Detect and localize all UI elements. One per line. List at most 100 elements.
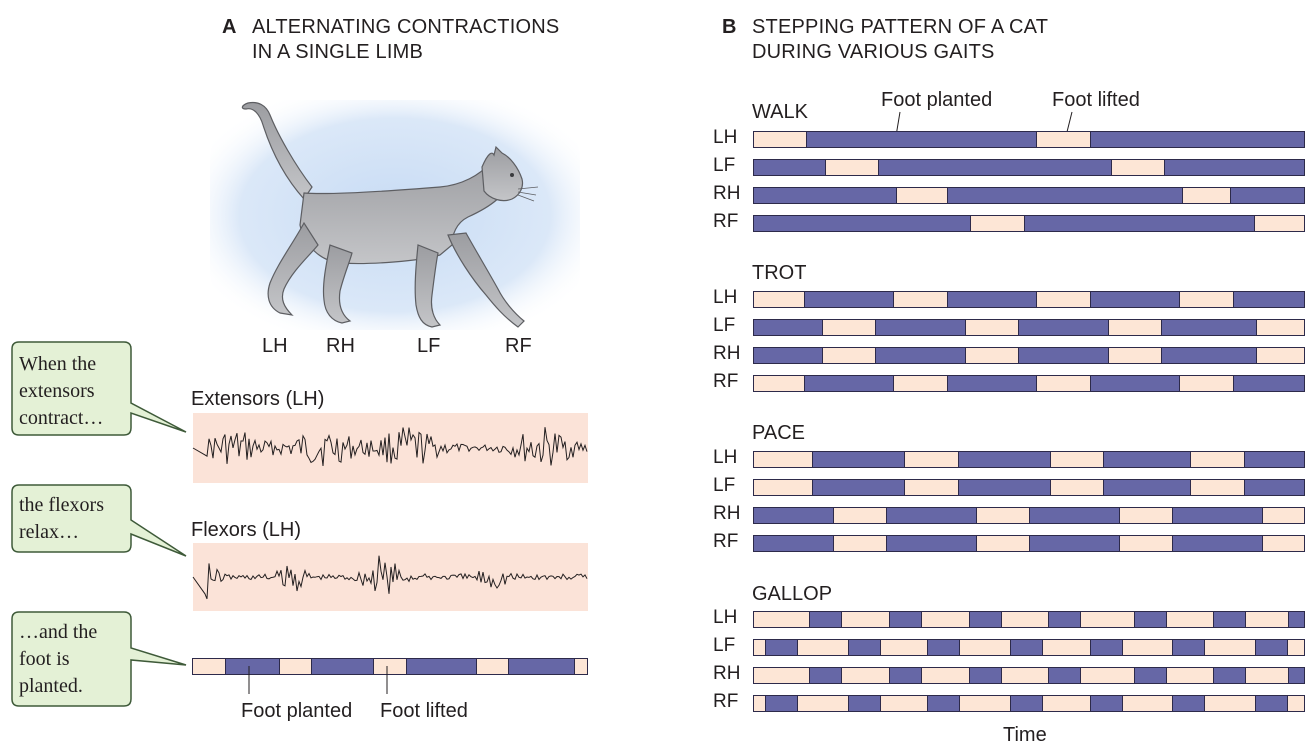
limb-label-lf: LF	[417, 335, 441, 357]
panel-a-title: A ALTERNATING CONTRACTIONS IN A SINGLE LI…	[222, 15, 559, 65]
gait-bar-gallop-rh	[753, 667, 1305, 684]
flexors-label: Flexors (LH)	[191, 519, 302, 541]
gait-row-label: RF	[713, 211, 739, 232]
planted-segment	[886, 536, 977, 551]
planted-segment	[1172, 508, 1263, 523]
gait-row-label: RF	[713, 371, 739, 392]
planted-segment	[1163, 160, 1304, 175]
gait-row-label: LH	[713, 127, 738, 148]
panel-a-title-line2: IN A SINGLE LIMB	[252, 41, 424, 63]
planted-segment	[1172, 640, 1205, 655]
planted-segment	[946, 188, 1183, 203]
planted-segment	[754, 320, 823, 335]
callout-3-line: foot is	[19, 648, 70, 670]
planted-segment	[946, 376, 1038, 391]
planted-segment	[754, 216, 972, 231]
panel-b-title-line2: DURING VARIOUS GAITS	[752, 41, 995, 63]
flexors-emg-panel	[192, 543, 588, 611]
callout-1-line: contract…	[19, 407, 104, 429]
gait-bar-trot-rh	[753, 347, 1305, 364]
planted-segment	[1161, 320, 1258, 335]
panel-a-step-bar	[192, 658, 588, 675]
planted-segment	[1172, 696, 1205, 711]
callout-3	[11, 611, 187, 707]
callout-2-line: relax…	[19, 521, 79, 543]
planted-segment	[946, 292, 1038, 307]
planted-segment	[1287, 668, 1304, 683]
time-axis-label: Time	[1003, 724, 1047, 746]
planted-segment	[957, 480, 1051, 495]
planted-segment	[1243, 452, 1304, 467]
planted-segment	[1213, 612, 1247, 627]
planted-segment	[809, 612, 842, 627]
gait-title-walk: WALK	[752, 101, 808, 123]
planted-segment	[1089, 376, 1181, 391]
planted-segment	[811, 480, 906, 495]
callout-3-line: …and the	[19, 621, 98, 643]
panel-a-pointer-lines	[248, 666, 388, 694]
gait-row-label: RH	[713, 343, 741, 364]
planted-segment	[968, 612, 1002, 627]
panel-b-title-line1: STEPPING PATTERN OF A CAT	[752, 16, 1049, 38]
planted-segment	[1232, 376, 1304, 391]
callout-3-line: planted.	[19, 675, 83, 697]
planted-segment	[1089, 640, 1123, 655]
panel-b-letter: B	[722, 16, 737, 38]
callout-1-line: extensors	[19, 380, 95, 402]
planted-segment	[888, 668, 922, 683]
planted-segment	[1254, 640, 1288, 655]
flexors-emg-trace	[192, 555, 588, 600]
gait-bar-walk-rh	[753, 187, 1305, 204]
gait-row-label: LF	[713, 635, 736, 656]
gait-row-label: RF	[713, 691, 739, 712]
planted-segment	[311, 659, 375, 674]
planted-segment	[1048, 612, 1082, 627]
gait-title-trot: TROT	[752, 262, 807, 284]
gait-bar-walk-rf	[753, 215, 1305, 232]
gait-bar-pace-lh	[753, 451, 1305, 468]
planted-segment	[1089, 132, 1304, 147]
panel-a-title-line1: ALTERNATING CONTRACTIONS	[252, 16, 560, 38]
planted-segment	[803, 376, 895, 391]
gait-row-label: RH	[713, 183, 741, 204]
planted-segment	[877, 160, 1112, 175]
planted-segment	[1254, 696, 1288, 711]
callout-2-line: the flexors	[19, 494, 104, 516]
gait-row-label: LH	[713, 447, 738, 468]
panel-b-title: B STEPPING PATTERN OF A CAT DURING VARIOU…	[722, 15, 1048, 65]
planted-segment	[957, 452, 1051, 467]
planted-segment	[508, 659, 576, 674]
limb-label-lh: LH	[262, 335, 288, 357]
callout-1	[11, 341, 187, 436]
panel-b-foot-lifted-label: Foot lifted	[1052, 89, 1140, 111]
lifted-segment	[374, 659, 406, 674]
gait-row-label: LF	[713, 315, 736, 336]
callout-1-line: When the	[19, 353, 97, 375]
planted-segment	[754, 348, 823, 363]
planted-segment	[806, 132, 1038, 147]
planted-segment	[927, 696, 961, 711]
planted-segment	[1243, 480, 1304, 495]
planted-segment	[1133, 612, 1167, 627]
gait-row-label: LF	[713, 155, 736, 176]
planted-segment	[1089, 292, 1181, 307]
callout-2	[11, 484, 187, 557]
extensors-label: Extensors (LH)	[191, 388, 325, 410]
gait-bar-pace-rh	[753, 507, 1305, 524]
lifted-segment	[279, 659, 312, 674]
planted-segment	[847, 696, 881, 711]
gait-row-label: LH	[713, 287, 738, 308]
planted-segment	[811, 452, 906, 467]
callouts	[11, 341, 187, 707]
gait-bar-gallop-rf	[753, 695, 1305, 712]
planted-segment	[1029, 508, 1120, 523]
planted-segment	[1048, 668, 1082, 683]
planted-segment	[886, 508, 977, 523]
cat-illustration	[210, 100, 580, 330]
lifted-segment	[476, 659, 509, 674]
gait-title-pace: PACE	[752, 422, 805, 444]
gait-bar-trot-rf	[753, 375, 1305, 392]
panel-a-letter: A	[222, 16, 237, 38]
panel-b-foot-planted-label: Foot planted	[881, 89, 993, 111]
